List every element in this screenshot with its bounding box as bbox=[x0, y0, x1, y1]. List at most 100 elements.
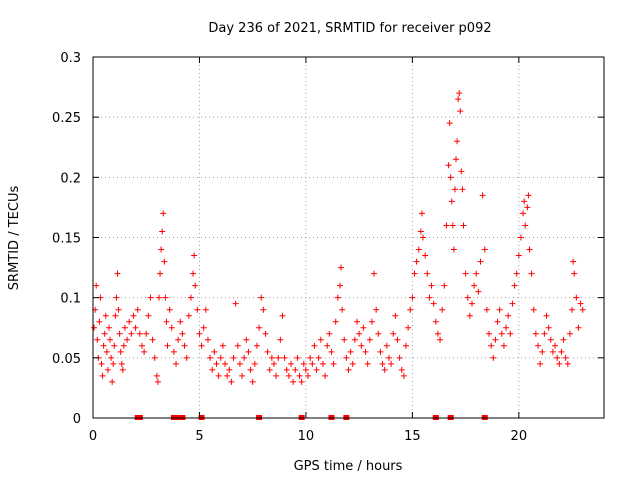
data-point bbox=[114, 270, 121, 277]
data-point bbox=[262, 330, 269, 337]
data-point bbox=[426, 294, 433, 301]
data-point bbox=[91, 324, 98, 331]
data-point bbox=[362, 348, 369, 355]
data-point bbox=[338, 264, 345, 271]
data-point bbox=[447, 174, 454, 181]
data-point bbox=[211, 348, 218, 355]
data-point bbox=[185, 312, 192, 319]
data-point bbox=[383, 342, 390, 349]
data-point bbox=[388, 360, 395, 367]
data-point bbox=[159, 228, 166, 235]
data-point bbox=[145, 312, 152, 319]
data-point bbox=[111, 342, 118, 349]
data-point bbox=[93, 282, 100, 289]
data-point bbox=[418, 210, 425, 217]
data-point bbox=[187, 294, 194, 301]
data-point bbox=[424, 270, 431, 277]
data-point bbox=[507, 330, 514, 337]
data-point bbox=[288, 360, 295, 367]
data-point bbox=[136, 330, 143, 337]
data-point bbox=[273, 372, 280, 379]
data-point bbox=[420, 234, 427, 241]
y-axis-label: SRMTID / TECUs bbox=[7, 186, 22, 291]
data-point bbox=[434, 330, 441, 337]
data-point bbox=[296, 372, 303, 379]
data-point bbox=[128, 330, 135, 337]
data-point bbox=[317, 336, 324, 343]
data-point bbox=[475, 288, 482, 295]
data-point bbox=[108, 354, 115, 361]
data-point bbox=[120, 342, 127, 349]
data-point bbox=[158, 246, 165, 253]
data-point bbox=[168, 324, 175, 331]
data-point bbox=[347, 348, 354, 355]
data-point bbox=[543, 312, 550, 319]
data-point bbox=[217, 354, 224, 361]
data-point bbox=[260, 306, 267, 313]
data-point bbox=[547, 336, 554, 343]
data-point bbox=[509, 300, 516, 307]
x-tick-label: 0 bbox=[89, 429, 97, 444]
data-point bbox=[381, 366, 388, 373]
data-point bbox=[219, 342, 226, 349]
data-point bbox=[460, 222, 467, 229]
data-point bbox=[526, 246, 533, 253]
data-point bbox=[224, 372, 231, 379]
data-point bbox=[505, 312, 512, 319]
data-point bbox=[364, 360, 371, 367]
data-point bbox=[366, 336, 373, 343]
data-point bbox=[405, 324, 412, 331]
data-point bbox=[441, 282, 448, 289]
data-point bbox=[151, 354, 158, 361]
data-point bbox=[179, 330, 186, 337]
data-point bbox=[458, 168, 465, 175]
data-point bbox=[124, 336, 131, 343]
data-point bbox=[109, 378, 116, 385]
data-point bbox=[198, 342, 205, 349]
data-point bbox=[371, 270, 378, 277]
data-point bbox=[459, 186, 466, 193]
data-point bbox=[449, 222, 456, 229]
data-point bbox=[464, 294, 471, 301]
data-point bbox=[343, 354, 350, 361]
data-point bbox=[324, 342, 331, 349]
data-point bbox=[311, 342, 318, 349]
data-point bbox=[341, 336, 348, 343]
data-point bbox=[394, 336, 401, 343]
data-point bbox=[247, 366, 254, 373]
data-point bbox=[183, 354, 190, 361]
data-point bbox=[409, 294, 416, 301]
data-point bbox=[173, 360, 180, 367]
data-point bbox=[99, 372, 106, 379]
data-point bbox=[522, 222, 529, 229]
data-point bbox=[118, 360, 125, 367]
data-point bbox=[570, 258, 577, 265]
data-point bbox=[307, 354, 314, 361]
data-point bbox=[415, 246, 422, 253]
data-point bbox=[207, 354, 214, 361]
data-point bbox=[455, 96, 462, 103]
data-point bbox=[379, 360, 386, 367]
data-point bbox=[302, 366, 309, 373]
data-point bbox=[294, 354, 301, 361]
data-point bbox=[154, 378, 161, 385]
data-point bbox=[368, 318, 375, 325]
data-point bbox=[330, 360, 337, 367]
data-point bbox=[270, 360, 277, 367]
data-point bbox=[209, 366, 216, 373]
data-point bbox=[446, 120, 453, 127]
data-point bbox=[228, 378, 235, 385]
data-point bbox=[215, 372, 222, 379]
data-point bbox=[283, 366, 290, 373]
data-point bbox=[177, 318, 184, 325]
data-point bbox=[450, 246, 457, 253]
data-point bbox=[319, 360, 326, 367]
data-point bbox=[539, 348, 546, 355]
data-point bbox=[552, 342, 559, 349]
data-point bbox=[105, 324, 112, 331]
data-point bbox=[243, 336, 250, 343]
data-point bbox=[503, 324, 510, 331]
data-point bbox=[104, 366, 111, 373]
data-point bbox=[153, 372, 160, 379]
data-point bbox=[162, 294, 169, 301]
